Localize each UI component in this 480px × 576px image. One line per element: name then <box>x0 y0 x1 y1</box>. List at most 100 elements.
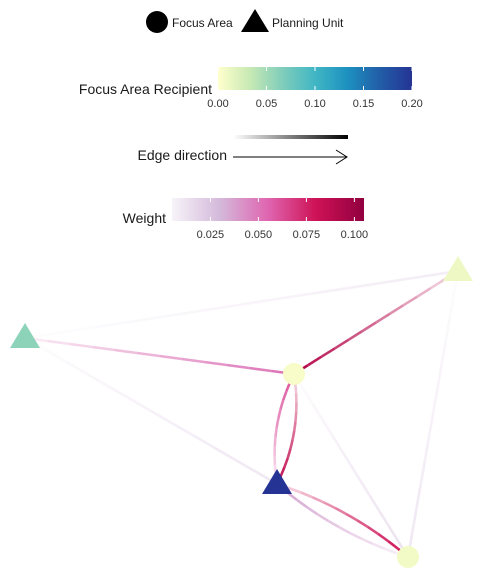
edge-segment <box>159 354 183 361</box>
edge-segment <box>60 325 98 334</box>
edge-segment <box>114 348 138 355</box>
edge-segment <box>361 321 377 333</box>
recipient-colorbar-ticks: 0.00 0.05 0.10 0.15 0.20 <box>207 67 423 110</box>
shape-legend: Focus Area Planning Unit <box>146 9 344 33</box>
planning-unit-node-n1 <box>10 323 40 348</box>
edge-segment <box>349 531 362 540</box>
edge-segment <box>234 458 257 473</box>
edge-segment <box>321 419 334 436</box>
planning-unit-legend-label: Planning Unit <box>272 16 344 30</box>
edge-direction-legend: Edge direction <box>137 135 348 165</box>
network-nodes <box>10 256 473 568</box>
recipient-legend-title: Focus Area Recipient <box>79 81 212 97</box>
edge-segment <box>415 485 422 510</box>
edge-segment <box>349 280 386 290</box>
edge-segment <box>378 510 391 528</box>
recipient-tick-label: 0.15 <box>353 98 374 110</box>
edge-segment <box>275 418 280 428</box>
edge-segment <box>296 498 308 509</box>
edge-segment <box>427 413 435 439</box>
edge-segment <box>66 361 89 376</box>
weight-colorbar <box>172 198 364 221</box>
weight-tick-label: 0.025 <box>197 229 225 241</box>
edge-segment <box>108 385 131 400</box>
edge-segment <box>294 411 298 422</box>
network-edges <box>24 269 460 559</box>
weight-tick-label: 0.075 <box>293 229 321 241</box>
edge-segment <box>387 540 399 550</box>
planning-unit-node-n2 <box>443 256 473 281</box>
edge-segment <box>349 464 362 482</box>
edge-segment <box>192 434 215 449</box>
planning-unit-node-n4 <box>262 469 292 494</box>
edge-segment <box>277 292 314 301</box>
edge-segment <box>410 509 418 534</box>
edge-segment <box>311 403 324 421</box>
edge-segment <box>334 338 350 350</box>
edge-segment <box>416 287 432 298</box>
edge-segment <box>371 542 385 550</box>
edge-segment <box>283 457 290 467</box>
edge-segment <box>226 363 250 370</box>
edge-direction-gradient <box>233 135 348 139</box>
edge-segment <box>171 422 194 437</box>
recipient-colorbar-legend: Focus Area Recipient 0.00 0.05 0.10 0.15 0.2… <box>79 67 423 110</box>
edge-segment <box>150 409 173 425</box>
edge-segment <box>169 308 206 317</box>
edge-segment <box>302 388 315 406</box>
edge-segment <box>181 357 205 364</box>
edge-segment <box>359 480 372 497</box>
edge-segment <box>402 295 418 307</box>
edge-segment <box>423 437 431 462</box>
edge-segment <box>288 486 302 494</box>
edge-segment <box>307 355 322 367</box>
edge-segment <box>129 397 152 413</box>
edge-segment <box>340 449 353 467</box>
edge-segment <box>45 349 68 364</box>
edge-segment <box>306 506 319 516</box>
edge-segment <box>289 439 294 449</box>
weight-colorbar-ticks: 0.025 0.050 0.075 0.100 <box>197 198 369 241</box>
edge-segment <box>87 373 110 388</box>
edge-n1-n3 <box>24 336 295 376</box>
edge-segment <box>375 312 391 324</box>
edge-segment <box>300 491 314 499</box>
focus-area-legend-label: Focus Area <box>172 16 233 30</box>
edge-segment <box>281 391 288 401</box>
edge-direction-title: Edge direction <box>137 147 227 163</box>
edge-n3-n5 <box>292 373 410 558</box>
edge-segment <box>448 294 456 319</box>
edge-segment <box>311 496 325 504</box>
edge-segment <box>323 501 336 510</box>
edge-segment <box>440 342 447 367</box>
edge-segment <box>213 446 236 461</box>
edge-segment <box>356 519 369 528</box>
focus-area-legend-symbol <box>146 11 168 33</box>
edge-segment <box>431 389 439 415</box>
edge-segment <box>316 513 329 522</box>
edge-segment <box>92 345 115 352</box>
edge-segment <box>274 427 278 437</box>
edge-segment <box>69 342 93 349</box>
focus-area-node-n3 <box>283 363 305 385</box>
edge-segment <box>383 547 397 555</box>
edge-segment <box>249 366 272 373</box>
edge-segment <box>430 278 445 290</box>
focus-area-node-n5 <box>397 546 419 568</box>
edge-direction-arrow <box>233 149 348 165</box>
edge-n1-n4 <box>24 336 278 486</box>
edge-segment <box>273 436 277 447</box>
edge-segment <box>345 512 358 522</box>
recipient-tick-label: 0.20 <box>401 98 422 110</box>
planning-unit-legend-symbol <box>241 9 269 32</box>
edge-segment <box>338 525 351 535</box>
recipient-tick-label: 0.10 <box>304 98 325 110</box>
weight-colorbar-legend: Weight 0.025 0.050 0.075 0.100 <box>123 198 368 241</box>
edge-segment <box>320 347 336 358</box>
edge-segment <box>444 318 451 343</box>
edge-segment <box>279 465 286 476</box>
recipient-tick-label: 0.00 <box>207 98 228 110</box>
weight-tick-label: 0.100 <box>341 229 369 241</box>
edge-segment <box>294 383 298 394</box>
